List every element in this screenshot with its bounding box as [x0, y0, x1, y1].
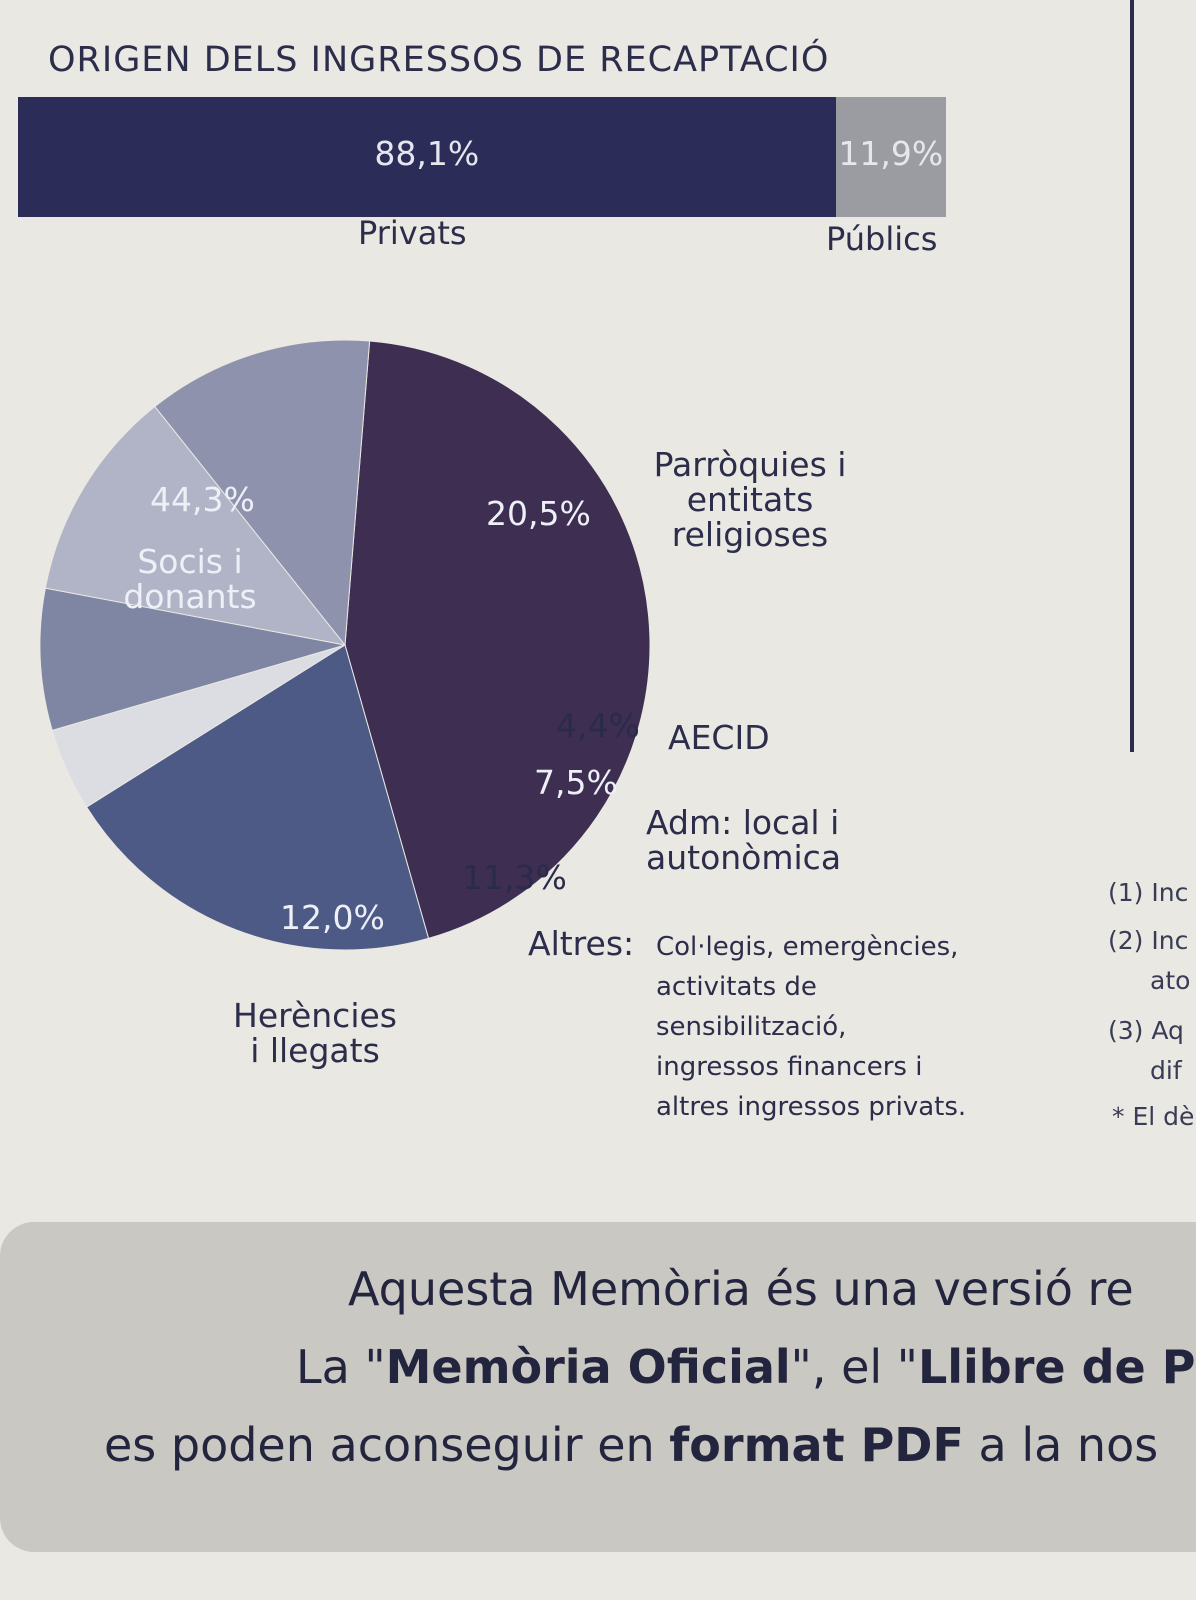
pie-value-aecid: 4,4%	[556, 706, 640, 745]
pie-value-altres: 11,3%	[462, 858, 567, 897]
pie-label-socis-l1: Socis i	[137, 542, 243, 581]
banner-text: a la nos	[963, 1418, 1159, 1472]
banner-line-2: La "Memòria Oficial", el "Llibre de Pr	[296, 1340, 1196, 1394]
pie-slice	[44, 405, 347, 646]
stacked-bar: 88,1% 11,9%	[18, 97, 946, 217]
banner-text-bold: format PDF	[669, 1418, 964, 1472]
pie-slice	[85, 644, 430, 951]
footnote: (1) Inc	[1108, 878, 1189, 907]
pie-label-aecid: AECID	[668, 718, 770, 757]
altres-desc-line: ingressos financers i	[656, 1052, 923, 1082]
bar-category-privats: Privats	[358, 214, 467, 252]
bar-segment-publics	[835, 97, 946, 217]
pie-label-parroquies-l3: religioses	[671, 515, 829, 554]
pie-label-altres: Altres:	[528, 924, 635, 963]
altres-desc-line: sensibilització,	[656, 1012, 847, 1042]
pie-value-socis: 44,3%	[150, 480, 255, 519]
bar-category-publics: Públics	[826, 220, 938, 258]
pie-label-parroquies-l1: Parròquies i	[653, 445, 847, 484]
pie-label-herencies-l1: Herències	[233, 996, 397, 1035]
altres-description: Col·legis, emergències, activitats de se…	[656, 927, 966, 1127]
pie-label-herencies: Herències i llegats	[220, 998, 410, 1068]
pie-label-parroquies-l2: entitats	[686, 480, 814, 519]
pie-label-adm: Adm: local i autonòmica	[646, 805, 841, 875]
footnote: ato	[1150, 966, 1191, 995]
banner-line-1: Aquesta Memòria és una versió re	[348, 1262, 1134, 1316]
footnote: (2) Inc	[1108, 926, 1189, 955]
footnote: * El dè	[1112, 1102, 1195, 1131]
altres-desc-line: altres ingressos privats.	[656, 1092, 967, 1122]
pie-label-parroquies: Parròquies i entitats religioses	[640, 447, 860, 552]
banner-line-3: es poden aconseguir en format PDF a la n…	[104, 1418, 1158, 1472]
banner-text: La "	[296, 1340, 386, 1394]
info-banner: Aquesta Memòria és una versió re La "Mem…	[0, 1222, 1196, 1552]
banner-text-bold: Memòria Oficial	[385, 1340, 791, 1394]
pie-label-adm-l2: autonòmica	[646, 838, 842, 877]
altres-desc-line: activitats de	[656, 972, 817, 1002]
footnote: (3) Aq	[1108, 1016, 1184, 1045]
column-divider	[1130, 0, 1134, 752]
pie-value-adm: 7,5%	[534, 763, 618, 802]
chart-title: ORIGEN DELS INGRESSOS DE RECAPTACIÓ	[48, 40, 830, 80]
banner-text-bold: Llibre de Pr	[917, 1340, 1196, 1394]
pie-value-herencies: 12,0%	[280, 898, 385, 937]
bar-segment-privats	[18, 97, 836, 217]
pie-label-socis: Socis i donants	[110, 544, 270, 614]
bar-value-privats: 88,1%	[374, 134, 480, 173]
pie-value-parroquies: 20,5%	[486, 494, 591, 533]
pie-slice	[39, 587, 346, 731]
pie-label-socis-l2: donants	[123, 577, 257, 616]
pie-label-adm-l1: Adm: local i	[646, 803, 840, 842]
banner-text: es poden aconseguir en	[104, 1418, 670, 1472]
altres-desc-line: Col·legis, emergències,	[656, 932, 959, 962]
footnote: dif	[1150, 1056, 1182, 1085]
pie-chart	[39, 339, 651, 951]
banner-text: ", el "	[790, 1340, 918, 1394]
pie-slice	[154, 339, 371, 647]
pie-slice	[344, 340, 651, 939]
bar-value-publics: 11,9%	[838, 134, 944, 173]
pie-label-herencies-l2: i llegats	[250, 1031, 380, 1070]
